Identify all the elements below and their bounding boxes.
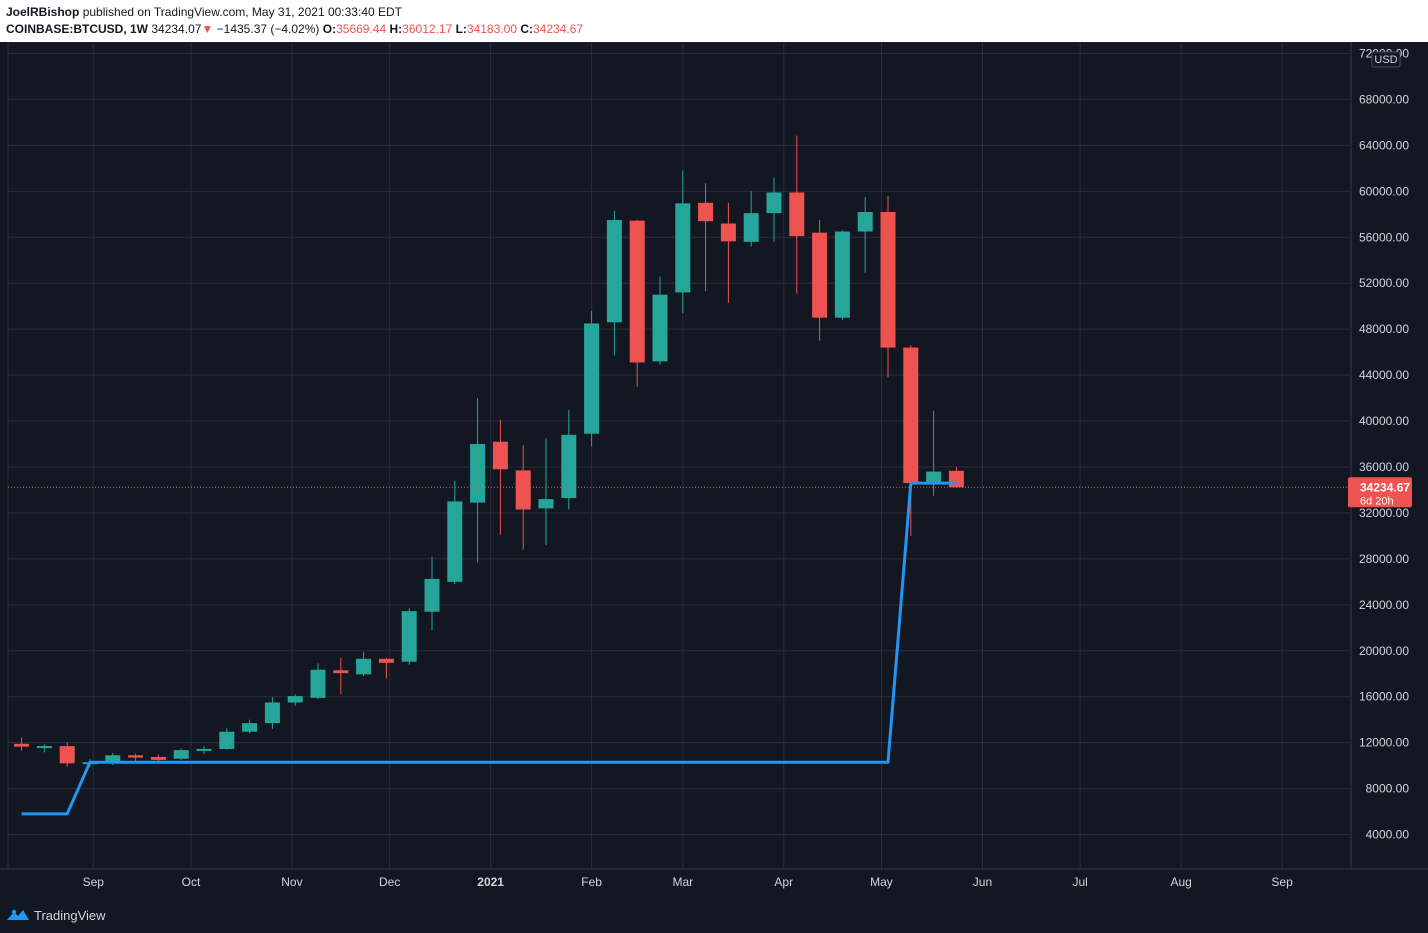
candle-up[interactable] — [287, 696, 303, 703]
x-tick-label: Sep — [1271, 875, 1293, 889]
ohlc-legend: COINBASE:BTCUSD, 1W 34234.07▼ −1435.37 (… — [6, 22, 583, 36]
high-value: 36012.17 — [402, 22, 453, 36]
candle-down[interactable] — [128, 755, 144, 758]
candle-up[interactable] — [834, 231, 850, 318]
candle-up[interactable] — [36, 746, 52, 749]
x-tick-label: Aug — [1170, 875, 1191, 889]
publish-info: JoelRBishop published on TradingView.com… — [6, 5, 402, 19]
candle-down[interactable] — [880, 211, 896, 348]
candle-down[interactable] — [150, 757, 166, 760]
x-tick-label: May — [870, 875, 893, 889]
candle-down[interactable] — [698, 202, 714, 222]
candle-down[interactable] — [789, 192, 805, 237]
candle-up[interactable] — [561, 434, 577, 498]
candle-down[interactable] — [59, 746, 75, 764]
last-price-countdown: 6d 20h — [1360, 495, 1394, 507]
candle-down[interactable] — [720, 223, 736, 242]
last-price-tag-value: 34234.67 — [1360, 480, 1410, 494]
candle-up[interactable] — [447, 501, 463, 582]
y-tick-label: 40000.00 — [1359, 414, 1409, 428]
chart-header: JoelRBishop published on TradingView.com… — [0, 0, 1428, 42]
y-tick-label: 8000.00 — [1366, 782, 1410, 796]
candle-up[interactable] — [173, 750, 189, 759]
candle-up[interactable] — [219, 731, 235, 749]
candle-up[interactable] — [606, 220, 622, 323]
y-tick-label: 48000.00 — [1359, 322, 1409, 336]
candle-up[interactable] — [310, 669, 326, 698]
footer: TradingView — [6, 905, 106, 925]
y-tick-label: 32000.00 — [1359, 506, 1409, 520]
candle-up[interactable] — [424, 578, 440, 612]
down-arrow-icon: ▼ — [201, 22, 214, 36]
low-value: 34183.00 — [466, 22, 517, 36]
open-value: 35669.44 — [336, 22, 387, 36]
candle-up[interactable] — [196, 748, 212, 751]
candle-up[interactable] — [584, 323, 600, 434]
y-tick-label: 12000.00 — [1359, 736, 1409, 750]
close-value: 34234.67 — [532, 22, 584, 36]
x-tick-label: Nov — [281, 875, 302, 889]
author-name[interactable]: JoelRBishop — [6, 5, 80, 19]
publish-text: published on TradingView.com, May 31, 20… — [82, 5, 402, 19]
candle-up[interactable] — [356, 658, 372, 675]
candle-up[interactable] — [743, 213, 759, 242]
candle-down[interactable] — [333, 670, 349, 674]
close-label: C: — [520, 22, 533, 36]
candle-down[interactable] — [948, 470, 964, 488]
open-label: O: — [322, 22, 337, 36]
x-tick-label: Feb — [581, 875, 602, 889]
candle-up[interactable] — [105, 755, 121, 763]
y-tick-label: 20000.00 — [1359, 644, 1409, 658]
y-tick-label: 36000.00 — [1359, 460, 1409, 474]
y-tick-label: 56000.00 — [1359, 230, 1409, 244]
high-label: H: — [389, 22, 403, 36]
low-label: L: — [455, 22, 467, 36]
x-tick-label: Oct — [182, 875, 201, 889]
y-tick-label: 44000.00 — [1359, 368, 1409, 382]
candle-down[interactable] — [492, 441, 508, 470]
currency-box[interactable] — [1371, 51, 1401, 68]
candle-up[interactable] — [766, 192, 782, 214]
y-tick-label: 64000.00 — [1359, 138, 1409, 152]
last-price-tag — [1348, 477, 1412, 508]
candle-up[interactable] — [857, 211, 873, 232]
indicator-line[interactable] — [21, 481, 957, 816]
x-tick-label: Jun — [973, 875, 992, 889]
symbol-label[interactable]: COINBASE:BTCUSD, 1W — [6, 22, 149, 36]
candle-down[interactable] — [14, 743, 30, 747]
y-tick-label: 68000.00 — [1359, 92, 1409, 106]
candle-down[interactable] — [378, 658, 394, 663]
x-tick-label: Mar — [672, 875, 693, 889]
candle-down[interactable] — [903, 347, 919, 484]
price-chart[interactable]: 4000.00 8000.00 12000.00 16000.00 20000.00 24… — [0, 42, 1428, 933]
x-tick-label: Jul — [1072, 875, 1087, 889]
candle-up[interactable] — [401, 611, 417, 662]
candle-up[interactable] — [242, 723, 258, 732]
candle-up[interactable] — [470, 444, 486, 503]
y-tick-label: 52000.00 — [1359, 276, 1409, 290]
currency-label: USD — [1374, 54, 1397, 66]
x-tick-label: Sep — [83, 875, 105, 889]
candle-up[interactable] — [538, 499, 554, 509]
tradingview-brand[interactable]: TradingView — [34, 907, 106, 923]
y-tick-label: 4000.00 — [1366, 828, 1410, 842]
candle-up[interactable] — [926, 471, 942, 482]
y-tick-label: 16000.00 — [1359, 690, 1409, 704]
x-tick-label: Dec — [379, 875, 400, 889]
tradingview-logo-icon[interactable] — [6, 908, 30, 922]
y-tick-label: 60000.00 — [1359, 184, 1409, 198]
candle-down[interactable] — [515, 470, 531, 510]
plot-area[interactable] — [7, 42, 1352, 870]
candle-down[interactable] — [812, 232, 828, 318]
price-change: −1435.37 (−4.02%) — [216, 22, 320, 36]
candle-up[interactable] — [675, 203, 691, 293]
candle-up[interactable] — [264, 702, 280, 724]
candle-up[interactable] — [652, 294, 668, 362]
candle-down[interactable] — [629, 220, 645, 363]
y-tick-label: 24000.00 — [1359, 598, 1409, 612]
y-tick-label: 28000.00 — [1359, 552, 1409, 566]
x-tick-label: Apr — [774, 875, 793, 889]
x-tick-label: 2021 — [477, 875, 504, 889]
last-price: 34234.07 — [151, 22, 202, 36]
